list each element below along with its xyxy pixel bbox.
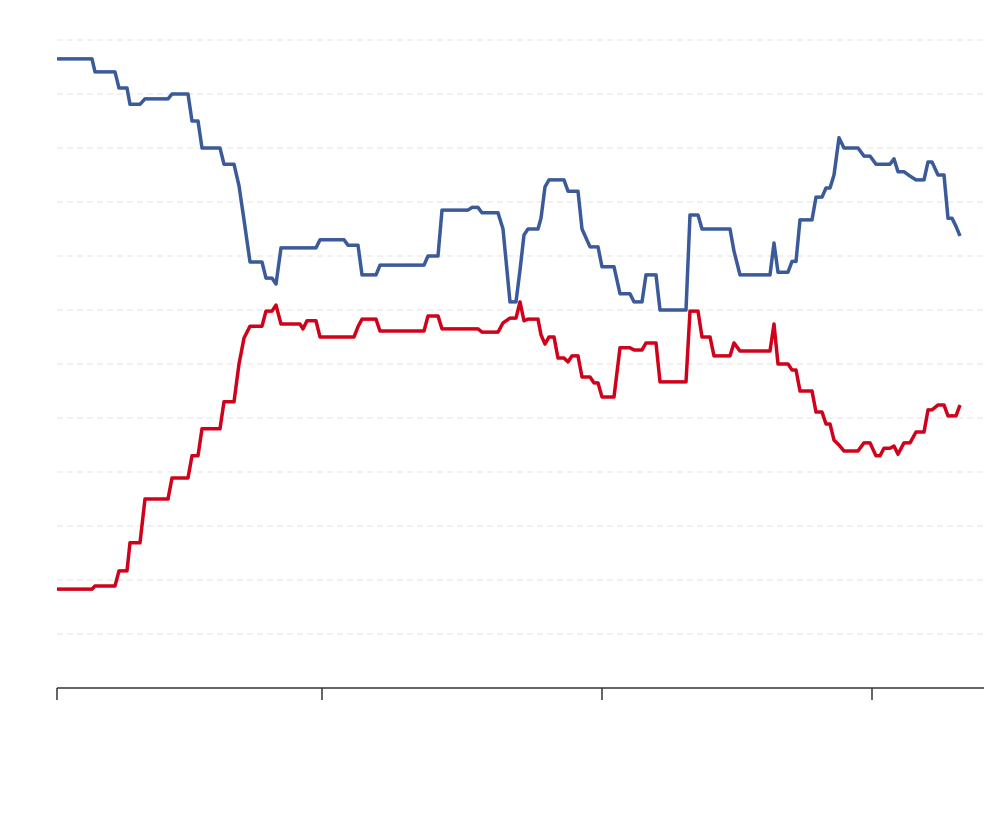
line-series <box>57 300 962 591</box>
line-series <box>57 57 962 312</box>
